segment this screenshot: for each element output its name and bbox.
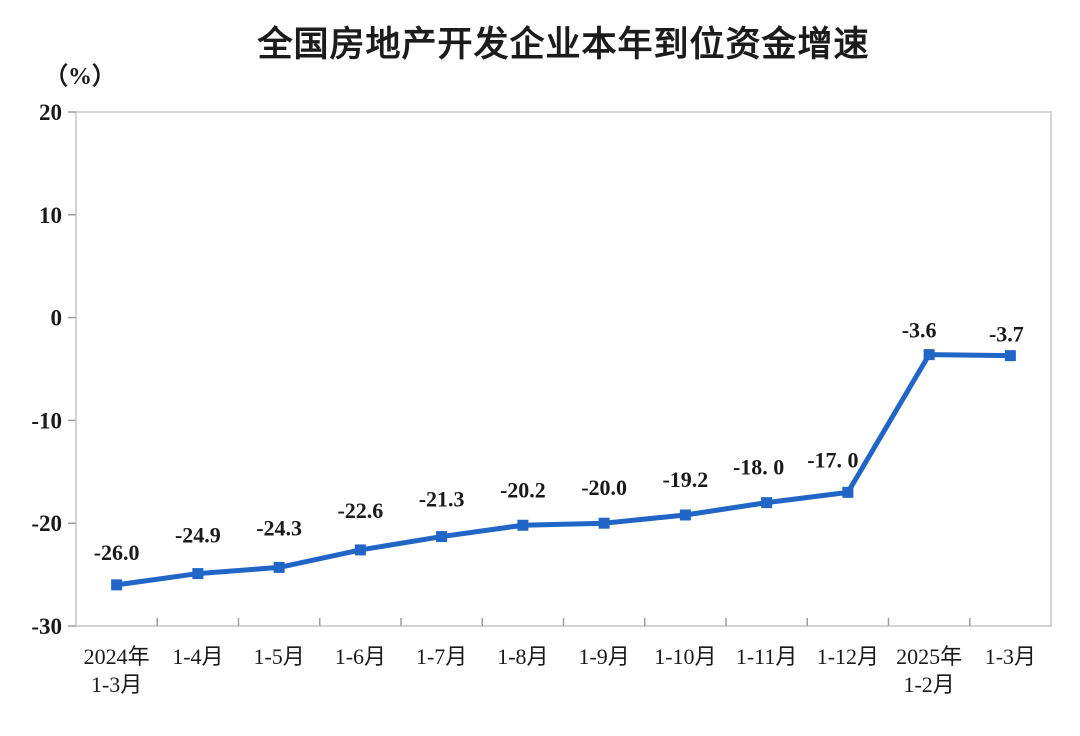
y-axis-unit-label: （%）: [44, 64, 116, 90]
data-point-label: -17. 0: [807, 447, 858, 472]
data-point-marker: [923, 349, 935, 361]
data-point-marker: [598, 517, 610, 529]
y-axis-tick-label: -30: [31, 614, 62, 639]
x-axis-label: 1-6月: [335, 644, 386, 669]
data-point-label: -21.3: [419, 487, 465, 512]
x-axis-label: 1-9月: [578, 644, 629, 669]
data-point-label: -26.0: [94, 540, 140, 565]
x-axis-label: 1-11月: [736, 644, 798, 669]
data-point-label: -20.2: [500, 477, 546, 502]
data-point-label: -20.0: [581, 475, 627, 500]
x-axis-label: 2024年: [84, 644, 150, 669]
data-point-marker: [842, 486, 854, 498]
x-axis-label: 1-5月: [253, 644, 304, 669]
y-axis-tick-label: -20: [31, 511, 62, 536]
data-point-label: -3.7: [989, 322, 1024, 347]
data-point-label: -18. 0: [733, 455, 784, 480]
y-axis-tick-label: -10: [31, 408, 62, 433]
data-point-marker: [1004, 350, 1016, 362]
data-point-marker: [761, 497, 773, 509]
x-axis-label: 1-12月: [817, 644, 879, 669]
x-axis-label: 1-7月: [416, 644, 467, 669]
data-point-marker: [192, 568, 204, 580]
y-axis-tick-label: 0: [51, 306, 63, 331]
data-point-label: -19.2: [662, 467, 708, 492]
data-point-marker: [273, 561, 285, 573]
x-axis-label: 1-3月: [985, 644, 1036, 669]
data-point-marker: [517, 519, 529, 531]
series-line: [114, 352, 1013, 588]
x-axis-label: 2025年: [896, 644, 962, 669]
y-axis-tick-label: 10: [39, 203, 62, 228]
data-point-marker: [679, 509, 691, 521]
data-point-label: -3.6: [902, 318, 937, 343]
x-axis-label: 1-8月: [497, 644, 548, 669]
y-axis-tick-label: 20: [39, 100, 62, 125]
x-axis-label: 1-2月: [903, 672, 954, 697]
x-axis-label: 1-4月: [172, 644, 223, 669]
data-point-label: -24.3: [256, 515, 302, 540]
data-point-marker: [436, 531, 448, 543]
x-axis-label: 1-3月: [91, 672, 142, 697]
x-axis-label: 1-10月: [654, 644, 716, 669]
data-point-label: -22.6: [337, 498, 383, 523]
chart-title: 全国房地产开发企业本年到位资金增速: [257, 25, 870, 64]
plot-border: [75, 111, 1052, 627]
data-point-label: -24.9: [175, 523, 221, 548]
data-point-marker: [111, 579, 123, 591]
data-point-marker: [354, 544, 366, 556]
